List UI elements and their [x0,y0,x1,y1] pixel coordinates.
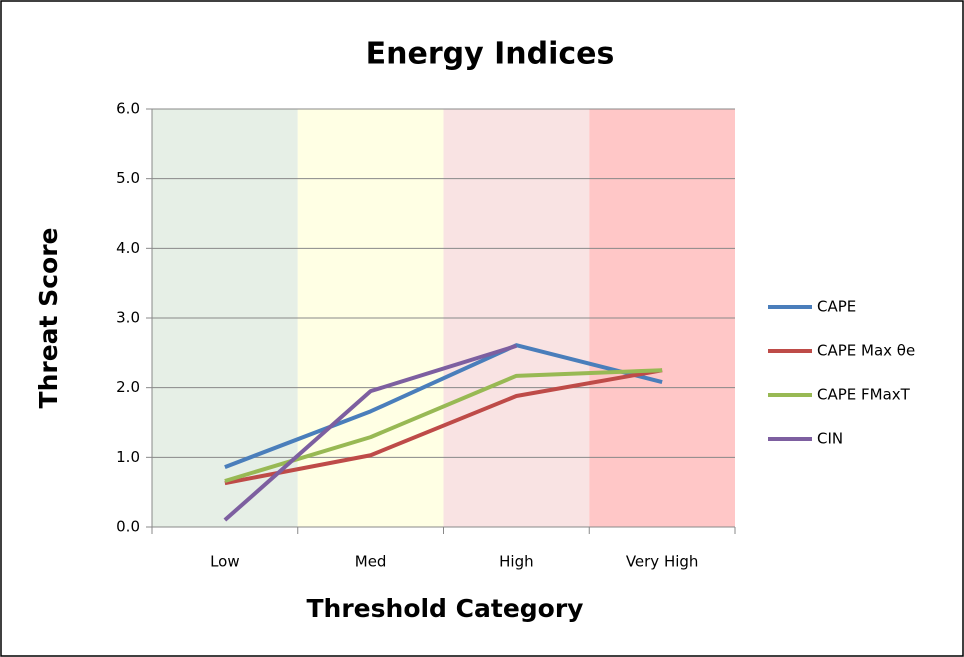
series-line [224,368,663,483]
x-tick-label: Low [210,553,240,571]
y-tick-label: 2.0 [116,378,140,396]
y-tick-label: 4.0 [116,239,140,257]
y-tick-label: 0.0 [116,518,140,536]
legend-label: CIN [817,430,843,448]
y-tick-label: 3.0 [116,309,140,327]
x-tick-label: Very High [626,553,699,571]
y-tick-label: 6.0 [116,100,140,118]
series-line [224,368,663,486]
legend-label: CAPE FMaxT [817,386,911,404]
x-axis-label: Threshold Category [307,594,584,623]
series-line [223,343,517,522]
y-axis-label: Threat Score [34,228,63,409]
lines [223,343,663,522]
chart-title: Energy Indices [366,37,615,72]
x-tick-label: High [499,553,533,571]
legend-label: CAPE Max θe [817,342,915,360]
x-tick-label: Med [355,553,387,571]
series-line [224,343,663,469]
y-tick-label: 5.0 [116,169,140,187]
y-tick-label: 1.0 [116,448,140,466]
legend-label: CAPE [817,298,856,316]
